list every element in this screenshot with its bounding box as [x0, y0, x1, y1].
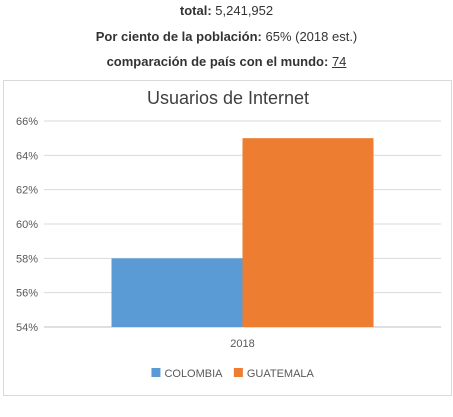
legend-swatch-guatemala: [233, 368, 243, 377]
y-tick-label: 54%: [16, 322, 38, 334]
y-axis-ticks: 54% 56% 58% 60% 62% 64% 66%: [16, 116, 38, 334]
percent-value: 65% (2018 est.): [265, 29, 358, 44]
y-tick-label: 56%: [16, 288, 38, 300]
bar-colombia: [111, 258, 243, 327]
x-axis-labels: 2018: [230, 338, 254, 350]
rank-label: comparación de país con el mundo:: [106, 54, 329, 69]
bar-chart: Usuarios de Internet 54% 56% 58% 60% 62% 64% 6…: [16, 88, 441, 380]
total-line: total: 5,241,952: [0, 3, 453, 19]
percent-line: Por ciento de la población: 65% (2018 es…: [0, 29, 453, 45]
chart-title: Usuarios de Internet: [147, 88, 309, 108]
legend-swatch-colombia: [151, 368, 161, 377]
rank-link[interactable]: 74: [331, 54, 347, 69]
bar-guatemala: [242, 138, 374, 327]
y-tick-label: 58%: [16, 253, 38, 265]
x-tick-label: 2018: [230, 338, 254, 350]
legend: COLOMBIA GUATEMALA: [151, 368, 315, 380]
legend-label-guatemala: GUATEMALA: [247, 368, 315, 380]
y-tick-label: 66%: [16, 116, 38, 128]
total-value: 5,241,952: [215, 3, 274, 18]
percent-label: Por ciento de la población:: [95, 29, 262, 44]
y-tick-label: 60%: [16, 219, 38, 231]
bars: [111, 138, 374, 327]
chart-container: Usuarios de Internet 54% 56% 58% 60% 62% 64% 6…: [3, 80, 452, 396]
rank-line: comparación de país con el mundo: 74: [0, 54, 453, 70]
y-tick-label: 62%: [16, 185, 38, 197]
y-tick-label: 64%: [16, 150, 38, 162]
legend-label-colombia: COLOMBIA: [164, 368, 223, 380]
total-label: total:: [179, 3, 212, 18]
